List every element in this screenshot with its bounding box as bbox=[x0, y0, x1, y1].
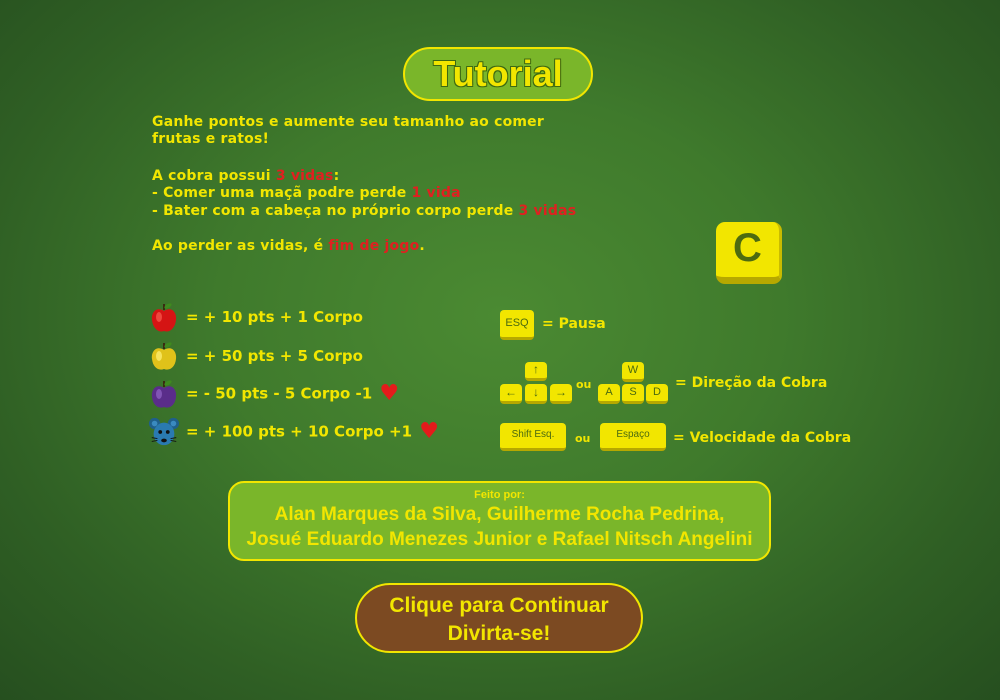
pause-label: = Pausa bbox=[542, 316, 606, 332]
item-rotten-apple-label: = - 50 pts - 5 Corpo -1 ♥ bbox=[186, 381, 400, 406]
rule1-value: 1 vida bbox=[411, 185, 461, 201]
continue-line-1: Clique para Continuar bbox=[389, 594, 609, 617]
rule-rotten-apple: - Comer uma maçã podre perde 1 vida bbox=[152, 185, 461, 202]
direction-label: = Direção da Cobra bbox=[675, 375, 828, 391]
red-apple-icon bbox=[148, 299, 180, 335]
space-key: Espaço bbox=[600, 423, 666, 451]
d-key: D bbox=[646, 384, 668, 404]
intro-line-2: frutas e ratos! bbox=[152, 131, 270, 147]
credits-box: Feito por: Alan Marques da Silva, Guilhe… bbox=[228, 481, 771, 561]
arrow-down-key: ↓ bbox=[525, 384, 547, 404]
item-rotten-apple: = - 50 pts - 5 Corpo -1 ♥ bbox=[148, 376, 399, 412]
rule2-prefix: - Bater com a cabeça no próprio corpo pe… bbox=[152, 203, 519, 219]
c-key: C bbox=[716, 222, 782, 284]
item-golden-apple-label: = + 50 pts + 5 Corpo bbox=[186, 347, 363, 365]
gameover-text: Ao perder as vidas, é fim de jogo. bbox=[152, 238, 425, 255]
continue-line-2: Divirta-se! bbox=[447, 622, 551, 645]
intro-line-1: Ganhe pontos e aumente seu tamanho ao co… bbox=[152, 114, 544, 130]
arrow-right-key: → bbox=[550, 384, 572, 404]
lives-text: A cobra possui 3 vidas: bbox=[152, 168, 339, 185]
gameover-prefix: Ao perder as vidas, é bbox=[152, 238, 329, 254]
tutorial-title: Tutorial bbox=[403, 47, 593, 101]
mouse-icon bbox=[148, 414, 180, 450]
rule2-value: 3 vidas bbox=[518, 203, 577, 219]
item-golden-apple: = + 50 pts + 5 Corpo bbox=[148, 338, 363, 374]
item-rotten-apple-text: = - 50 pts - 5 Corpo -1 bbox=[186, 384, 373, 403]
s-key: S bbox=[622, 384, 644, 404]
esc-key: ESQ bbox=[500, 310, 534, 340]
or-label-2: ou bbox=[575, 432, 591, 445]
arrow-left-key: ← bbox=[500, 384, 522, 404]
or-label-1: ou bbox=[576, 378, 592, 391]
rule-head-collision: - Bater com a cabeça no próprio corpo pe… bbox=[152, 203, 576, 220]
item-mouse-label: = + 100 pts + 10 Corpo +1 ♥ bbox=[186, 419, 440, 444]
arrow-up-key: ↑ bbox=[525, 362, 547, 381]
shift-key: Shift Esq. bbox=[500, 423, 566, 451]
lives-suffix: : bbox=[333, 168, 340, 184]
continue-button[interactable]: Clique para Continuar Divirta-se! bbox=[355, 583, 643, 653]
authors-line-2: Josué Eduardo Menezes Junior e Rafael Ni… bbox=[246, 529, 753, 550]
lives-prefix: A cobra possui bbox=[152, 168, 276, 184]
gameover-suffix: . bbox=[419, 238, 425, 254]
lives-value: 3 vidas bbox=[275, 168, 334, 184]
speed-label: = Velocidade da Cobra bbox=[673, 430, 852, 446]
authors-line-1: Alan Marques da Silva, Guilherme Rocha P… bbox=[274, 504, 725, 525]
item-mouse-text: = + 100 pts + 10 Corpo +1 bbox=[186, 422, 413, 441]
rule1-prefix: - Comer uma maçã podre perde bbox=[152, 185, 412, 201]
heart-icon: ♥ bbox=[379, 381, 400, 406]
item-mouse: = + 100 pts + 10 Corpo +1 ♥ bbox=[148, 414, 439, 450]
item-red-apple-label: = + 10 pts + 1 Corpo bbox=[186, 308, 363, 326]
gameover-value: fim de jogo bbox=[328, 238, 420, 254]
heart-icon: ♥ bbox=[419, 419, 440, 444]
a-key: A bbox=[598, 384, 620, 404]
rotten-apple-icon bbox=[148, 376, 180, 412]
w-key: W bbox=[622, 362, 644, 382]
item-red-apple: = + 10 pts + 1 Corpo bbox=[148, 299, 363, 335]
made-by-label: Feito por: bbox=[474, 489, 525, 501]
golden-apple-icon bbox=[148, 338, 180, 374]
